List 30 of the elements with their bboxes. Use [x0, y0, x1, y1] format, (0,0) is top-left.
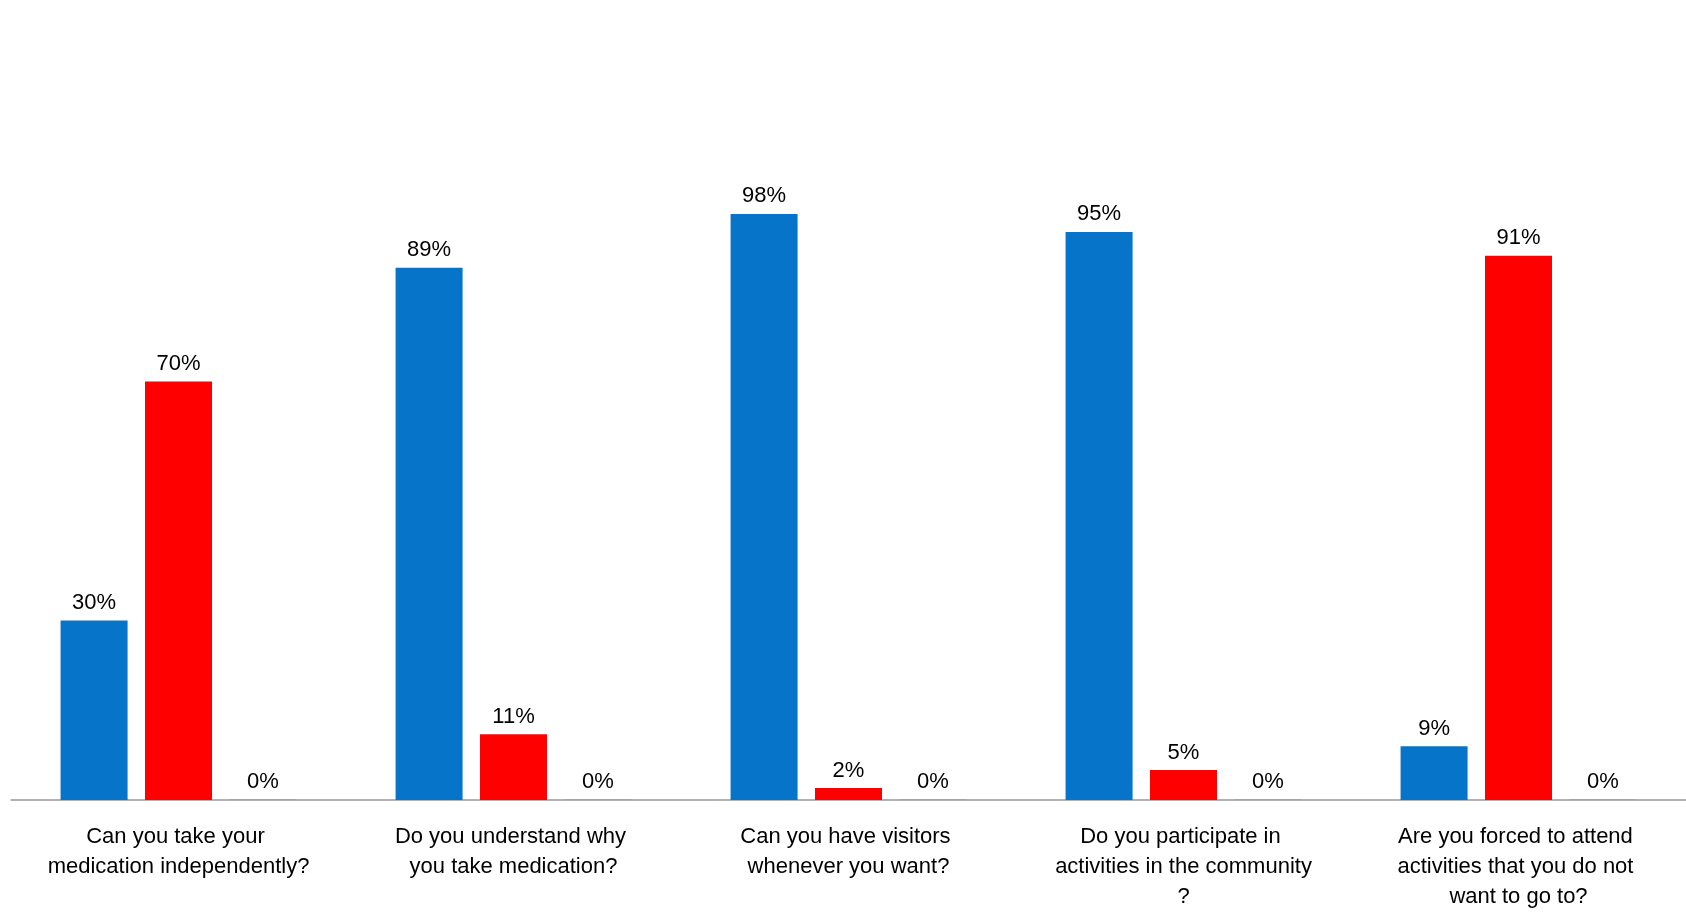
data-label: 98% — [742, 182, 787, 208]
bar — [1065, 231, 1133, 800]
bar — [730, 213, 798, 800]
x-tick-label: Can you have visitors whenever you want? — [740, 822, 957, 878]
bar — [1400, 746, 1468, 800]
x-tick-label: Are you forced to attend activities that you do not want to go to? — [1397, 822, 1640, 908]
data-label: 5% — [1167, 738, 1200, 764]
bar — [145, 381, 212, 800]
bar — [60, 620, 128, 800]
bar — [815, 788, 882, 800]
data-label: 0% — [247, 767, 279, 793]
data-label: 2% — [832, 756, 865, 782]
bar — [480, 734, 547, 800]
data-label: 91% — [1496, 224, 1541, 250]
data-label: 11% — [492, 702, 535, 728]
x-tick-label: Do you understand why you take medication? — [394, 822, 633, 878]
data-label: 0% — [582, 767, 614, 793]
data-label: 0% — [917, 767, 949, 793]
bar — [1150, 770, 1217, 800]
data-label: 9% — [1418, 714, 1450, 740]
data-label: 0% — [1587, 767, 1619, 793]
data-label: 95% — [1077, 200, 1122, 226]
data-label: 89% — [407, 236, 452, 262]
x-tick-label: Do you participate in activities in the community? — [1055, 822, 1312, 908]
data-label: 70% — [156, 349, 201, 375]
bar — [395, 267, 463, 800]
data-label: 30% — [72, 589, 117, 615]
x-tick-label: Can you take your medication independently? — [47, 822, 310, 878]
bar — [1485, 255, 1552, 800]
data-label: 0% — [1252, 767, 1284, 793]
